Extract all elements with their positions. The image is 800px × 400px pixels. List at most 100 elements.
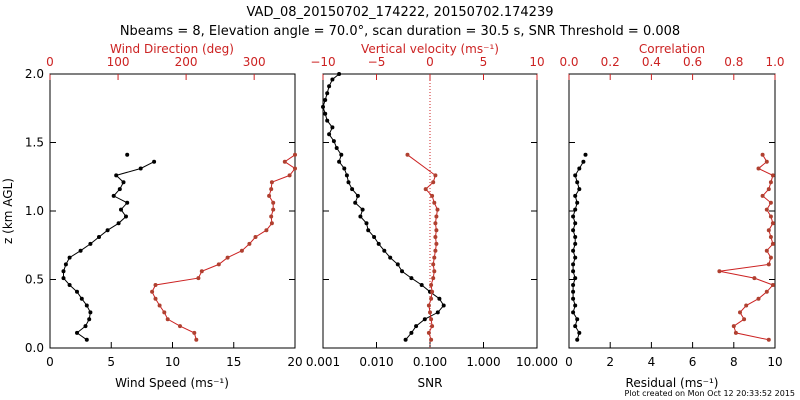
bottom-tick-label: 10 bbox=[767, 355, 782, 369]
data-point bbox=[744, 303, 749, 308]
wind-series bbox=[61, 152, 297, 342]
top-tick-label: 1.0 bbox=[765, 55, 784, 69]
data-point bbox=[575, 337, 580, 342]
wind-speed-ticks: 0 5 10 15 20 bbox=[46, 342, 303, 369]
data-point bbox=[431, 276, 436, 281]
data-point bbox=[573, 221, 578, 226]
data-point bbox=[431, 262, 436, 267]
series-line bbox=[719, 154, 774, 341]
data-point bbox=[63, 262, 68, 267]
data-point bbox=[733, 330, 738, 335]
data-point bbox=[388, 255, 393, 260]
data-point bbox=[426, 330, 431, 335]
data-point bbox=[67, 255, 72, 260]
top-tick-label: 0.0 bbox=[559, 55, 578, 69]
data-point bbox=[111, 193, 116, 198]
bottom-tick-label: 2 bbox=[606, 355, 614, 369]
data-point bbox=[196, 276, 201, 281]
data-point bbox=[577, 187, 582, 192]
data-point bbox=[150, 289, 155, 294]
data-point bbox=[768, 180, 773, 185]
data-point bbox=[247, 241, 252, 246]
top-tick-label: 300 bbox=[243, 55, 266, 69]
data-point bbox=[409, 276, 414, 281]
data-point bbox=[165, 317, 170, 322]
data-point bbox=[271, 200, 276, 205]
data-point bbox=[571, 296, 576, 301]
data-point bbox=[429, 283, 434, 287]
data-point bbox=[138, 166, 143, 171]
data-point bbox=[429, 296, 434, 301]
data-point bbox=[573, 276, 578, 281]
top-tick-label: 0 bbox=[46, 55, 54, 69]
data-point bbox=[419, 283, 424, 287]
data-point bbox=[325, 118, 330, 123]
snr-series bbox=[321, 72, 446, 348]
data-point bbox=[75, 289, 79, 294]
data-point bbox=[97, 235, 101, 239]
correlation-axis-label: Correlation bbox=[639, 42, 705, 56]
y-tick-label: 0.0 bbox=[25, 341, 44, 355]
data-point bbox=[83, 324, 88, 329]
data-point bbox=[88, 310, 93, 315]
data-point bbox=[756, 296, 761, 301]
data-point bbox=[125, 200, 130, 205]
data-point bbox=[441, 303, 446, 308]
top-tick-label: 0.8 bbox=[724, 55, 743, 69]
bottom-tick-label: 8 bbox=[730, 355, 738, 369]
data-point bbox=[575, 180, 580, 185]
bottom-tick-label: 4 bbox=[648, 355, 656, 369]
snr-height-ticks bbox=[323, 73, 537, 349]
data-point bbox=[766, 337, 771, 342]
data-point bbox=[67, 283, 72, 287]
data-point bbox=[75, 330, 79, 335]
data-point bbox=[768, 200, 773, 205]
height-ticks: 0.0 0.5 1.0 1.5 2.0 bbox=[25, 67, 295, 355]
data-point bbox=[766, 228, 771, 233]
series-line bbox=[151, 154, 296, 340]
data-point bbox=[573, 173, 578, 178]
data-point bbox=[287, 173, 292, 178]
data-point bbox=[583, 152, 588, 157]
data-point bbox=[321, 104, 325, 109]
data-point bbox=[152, 159, 157, 164]
bottom-tick-label: 0 bbox=[565, 355, 573, 369]
data-point bbox=[194, 337, 199, 342]
data-point bbox=[760, 193, 765, 198]
top-tick-label: 100 bbox=[107, 55, 130, 69]
data-point bbox=[360, 207, 365, 212]
data-point bbox=[325, 91, 330, 96]
top-tick-label: 10 bbox=[529, 55, 544, 69]
top-tick-label: 5 bbox=[480, 55, 488, 69]
data-point bbox=[756, 166, 761, 171]
data-point bbox=[433, 173, 438, 178]
title-line-2: Nbeams = 8, Elevation angle = 70.0°, sca… bbox=[120, 24, 680, 39]
data-point bbox=[105, 228, 110, 233]
data-point bbox=[430, 289, 435, 294]
data-point bbox=[575, 200, 580, 205]
top-tick-label: 0.6 bbox=[683, 55, 702, 69]
data-point bbox=[61, 276, 66, 281]
top-tick-label: 0.4 bbox=[642, 55, 661, 69]
data-point bbox=[271, 207, 276, 212]
data-point bbox=[331, 139, 336, 144]
data-point bbox=[119, 207, 123, 212]
data-point bbox=[571, 214, 576, 219]
data-point bbox=[334, 146, 339, 150]
data-point bbox=[403, 337, 408, 342]
wind-speed-axis-label: Wind Speed (ms⁻¹) bbox=[115, 376, 229, 390]
data-point bbox=[571, 228, 576, 233]
data-point bbox=[423, 187, 428, 192]
data-point bbox=[269, 180, 274, 185]
data-point bbox=[124, 214, 128, 219]
wind-panel: Wind Speed (ms⁻¹) Wind Direction (deg) z… bbox=[1, 42, 303, 390]
data-point bbox=[178, 324, 182, 329]
bottom-tick-label: 20 bbox=[287, 355, 302, 369]
data-point bbox=[395, 262, 400, 267]
data-point bbox=[764, 159, 769, 164]
data-point bbox=[430, 193, 435, 198]
data-point bbox=[84, 303, 89, 308]
data-point bbox=[435, 310, 440, 315]
data-point bbox=[577, 330, 582, 335]
data-point bbox=[573, 193, 578, 198]
